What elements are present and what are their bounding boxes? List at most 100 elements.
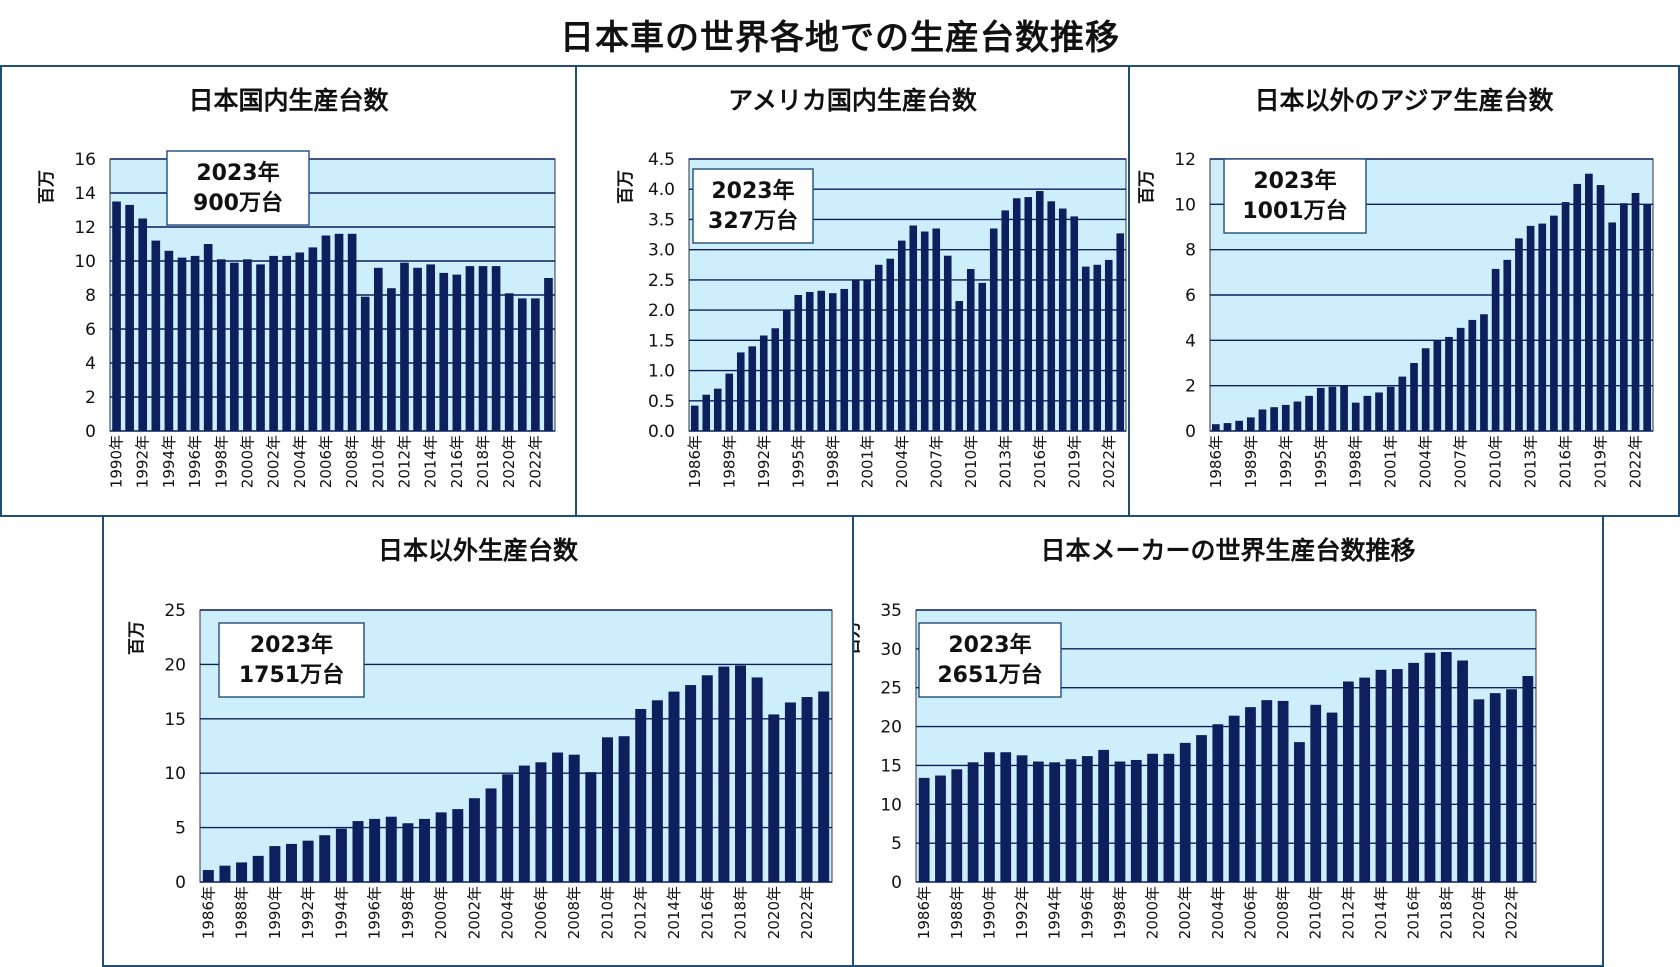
x-tick-label: 2018年 [732,886,750,939]
x-tick-label: 2012年 [395,435,413,488]
bar [713,388,722,431]
bar [874,264,883,431]
x-tick-label: 2013年 [1522,435,1540,488]
bar [256,264,265,431]
bar [794,295,803,431]
bar [1049,762,1061,882]
x-tick-label: 2007年 [1452,435,1470,488]
y-tick-label: 1.5 [648,331,675,351]
x-tick-label: 1986年 [915,886,933,939]
x-tick-label: 2000年 [432,886,450,939]
bar [585,772,597,882]
x-tick-label: 1996年 [1078,886,1096,939]
x-tick-label: 2018年 [1437,886,1455,939]
x-tick-label: 1995年 [1312,435,1330,488]
y-tick-label: 4.0 [648,180,675,200]
x-tick-label: 1995年 [789,435,807,488]
y-tick-label: 15 [164,710,186,730]
bar [805,291,814,431]
bar [1526,225,1535,431]
bar [1212,724,1224,882]
bar [771,328,780,431]
bar [369,818,381,882]
y-tick-label: 3.5 [648,210,675,230]
annotation-box [166,150,310,226]
bar [219,865,231,882]
y-tick-label: 8 [1185,241,1196,261]
y-tick-label: 0 [175,873,186,893]
chart-title: 日本以外生産台数 [378,536,579,565]
x-tick-label: 2012年 [1339,886,1357,939]
bar [319,835,331,882]
bar [230,262,239,431]
bar [1326,712,1338,882]
y-tick-label: 10 [880,795,902,815]
bar [1081,756,1093,882]
bar [400,262,409,431]
x-tick-label: 1990年 [108,435,126,488]
bar [151,240,161,431]
chart-title: アメリカ国内生産台数 [728,86,978,115]
x-tick-label: 1989年 [1242,435,1260,488]
bar [751,677,763,882]
y-axis-label: 百万 [1137,170,1157,204]
bar [347,233,357,431]
bar [768,714,780,882]
bar [1196,735,1207,882]
x-tick-label: 1992年 [755,435,773,488]
bar [269,255,278,431]
x-tick-label: 2006年 [532,886,550,939]
x-tick-label: 2022年 [526,435,544,488]
y-tick-label: 25 [880,679,902,699]
x-tick-label: 2014年 [1372,886,1390,939]
bar [1058,208,1067,431]
bar [335,828,347,882]
x-tick-label: 1998年 [1347,435,1365,488]
x-tick-label: 2016年 [1405,886,1423,939]
bar [955,301,964,431]
bar [918,777,930,882]
x-tick-label: 1992年 [299,886,317,939]
bar [517,298,527,431]
chart-title: 日本メーカーの世界生産台数推移 [1040,536,1415,565]
x-tick-label: 1994年 [160,435,178,488]
annotation-text: 2651万台 [937,662,1042,688]
x-tick-label: 2022年 [1100,435,1118,488]
bar [478,266,488,431]
bar [1643,204,1652,431]
y-tick-label: 10 [74,252,96,272]
bar [863,279,872,431]
bar [1277,700,1289,882]
y-tick-label: 0 [1185,422,1196,442]
x-tick-label: 1998年 [399,886,417,939]
bar [282,255,292,431]
bar [387,288,396,431]
y-tick-label: 1.0 [648,362,675,382]
bar [1503,259,1512,431]
y-tick-label: 3.0 [648,241,675,261]
x-tick-label: 2022年 [798,886,816,939]
x-tick-label: 2004年 [893,435,911,488]
y-axis-label: 百万 [127,621,147,655]
bar [1211,424,1220,431]
x-tick-label: 2016年 [448,435,466,488]
bar [1433,340,1442,431]
bar [718,666,730,882]
bar [1340,385,1348,431]
bar [1550,215,1558,431]
bar [1261,700,1273,882]
annotation-text: 2023年 [250,632,333,658]
bar [1440,651,1452,882]
x-tick-label: 2018年 [474,435,492,488]
chart-panel-japan-domestic: 日本国内生産台数 0 2 4 6 8 10 12 14 16 百万 1990年 1992年 1994年 19… [0,65,577,517]
bar [285,843,297,882]
annotation-text: 2023年 [948,632,1031,658]
bar [1445,336,1453,431]
bar [203,244,213,431]
annotation-box [218,622,365,698]
bar [935,775,946,882]
bar [897,240,906,431]
x-tick-label: 2002年 [265,435,283,488]
chart-title: 日本以外のアジア生産台数 [1254,86,1554,115]
y-tick-label: 20 [880,718,902,738]
